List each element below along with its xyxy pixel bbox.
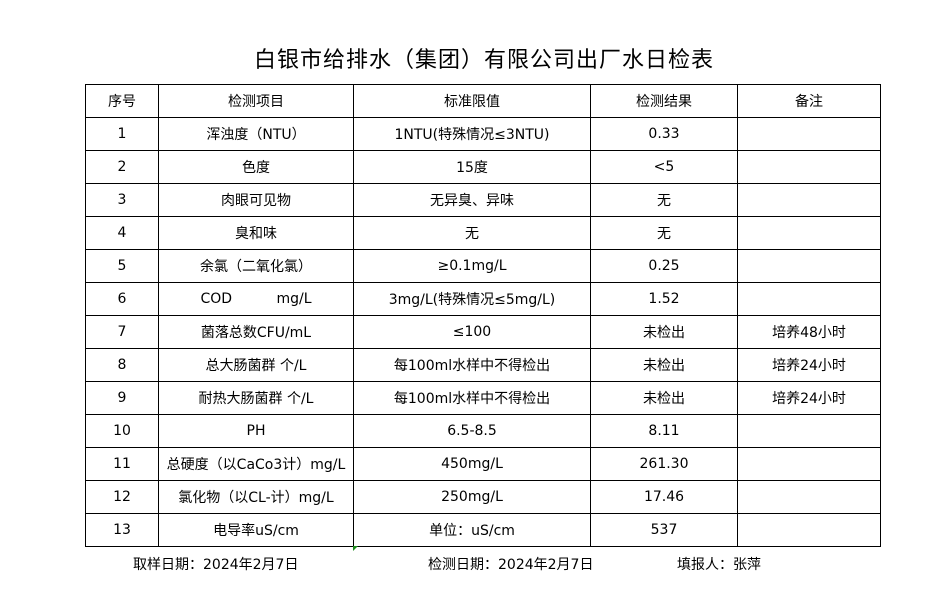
table-row: 2 色度 15度 <5 — [85, 150, 881, 184]
table-cell — [737, 513, 881, 547]
table-cell: 250mg/L — [353, 480, 591, 514]
table-cell: 15度 — [353, 150, 591, 184]
table-cell: 1.52 — [590, 282, 738, 316]
table-cell: 537 — [590, 513, 738, 547]
table-cell — [737, 414, 881, 448]
table-cell: 17.46 — [590, 480, 738, 514]
table-cell — [737, 150, 881, 184]
table-cell: 未检出 — [590, 381, 738, 415]
table-cell: 10 — [85, 414, 159, 448]
table-row: 6 COD mg/L 3mg/L(特殊情况≤5mg/L) 1.52 — [85, 282, 881, 316]
table-cell: 培养24小时 — [737, 348, 881, 382]
table-cell — [737, 183, 881, 217]
table-cell: 11 — [85, 447, 159, 481]
table-row: 13 电导率uS/cm 单位：uS/cm 537 — [85, 513, 881, 547]
table-cell — [737, 216, 881, 250]
table-cell: 每100ml水样中不得检出 — [353, 381, 591, 415]
header-cell: 标准限值 — [353, 84, 591, 118]
table-row: 10 PH 6.5-8.5 8.11 — [85, 414, 881, 448]
table-cell: 余氯（二氧化氯） — [158, 249, 354, 283]
test-date: 检测日期：2024年2月7日 — [428, 557, 594, 573]
table-row: 8 总大肠菌群 个/L 每100ml水样中不得检出 未检出 培养24小时 — [85, 348, 881, 382]
table-cell — [737, 282, 881, 316]
table-cell: 7 — [85, 315, 159, 349]
header-cell: 备注 — [737, 84, 881, 118]
table-cell: 450mg/L — [353, 447, 591, 481]
table-row: 4 臭和味无无 — [85, 216, 881, 250]
table-cell: 4 — [85, 216, 159, 250]
header-row: 序号 检测项目 标准限值 检测结果 备注 — [85, 84, 881, 118]
table-cell — [737, 117, 881, 151]
table-cell: 3mg/L(特殊情况≤5mg/L) — [353, 282, 591, 316]
sample-date: 取样日期：2024年2月7日 — [133, 557, 299, 573]
table-cell: PH — [158, 414, 354, 448]
table-cell: 电导率uS/cm — [158, 513, 354, 547]
table-cell: 培养24小时 — [737, 381, 881, 415]
table-row: 1 浑浊度（NTU） 1NTU(特殊情况≤3NTU) 0.33 — [85, 117, 881, 151]
table-cell: 耐热大肠菌群 个/L — [158, 381, 354, 415]
header-cell: 检测项目 — [158, 84, 354, 118]
table-cell: 色度 — [158, 150, 354, 184]
table-cell: 261.30 — [590, 447, 738, 481]
table-cell: 浑浊度（NTU） — [158, 117, 354, 151]
table-cell: 5 — [85, 249, 159, 283]
table-cell: 培养48小时 — [737, 315, 881, 349]
cell-comment-marker — [353, 546, 358, 551]
table-cell: 无 — [590, 216, 738, 250]
table-cell: 未检出 — [590, 348, 738, 382]
table-cell: 菌落总数CFU/mL — [158, 315, 354, 349]
table-cell: 6 — [85, 282, 159, 316]
table-cell: 1 — [85, 117, 159, 151]
table-cell — [737, 480, 881, 514]
table-cell — [737, 447, 881, 481]
table-cell: <5 — [590, 150, 738, 184]
table-cell: 1NTU(特殊情况≤3NTU) — [353, 117, 591, 151]
table-cell: 臭和味 — [158, 216, 354, 250]
table-cell: 无 — [353, 216, 591, 250]
table-cell: 无异臭、异味 — [353, 183, 591, 217]
table-cell: 2 — [85, 150, 159, 184]
table-cell: 无 — [590, 183, 738, 217]
header-cell: 检测结果 — [590, 84, 738, 118]
reporter: 填报人：张萍 — [677, 557, 761, 573]
table-cell: 9 — [85, 381, 159, 415]
table-row: 7 菌落总数CFU/mL ≤100 未检出 培养48小时 — [85, 315, 881, 349]
table-row: 11 总硬度（以CaCo3计）mg/L 450mg/L 261.30 — [85, 447, 881, 481]
table-row: 12 氯化物（以CL-计）mg/L 250mg/L 17.46 — [85, 480, 881, 514]
table-cell: 3 — [85, 183, 159, 217]
table-cell: 肉眼可见物 — [158, 183, 354, 217]
table-cell: 8.11 — [590, 414, 738, 448]
table-row: 9 耐热大肠菌群 个/L 每100ml水样中不得检出 未检出 培养24小时 — [85, 381, 881, 415]
table-cell: 13 — [85, 513, 159, 547]
table-cell: 8 — [85, 348, 159, 382]
table-cell — [737, 249, 881, 283]
table-cell: ≤100 — [353, 315, 591, 349]
table-cell: 总硬度（以CaCo3计）mg/L — [158, 447, 354, 481]
table-cell: COD mg/L — [158, 282, 354, 316]
header-cell: 序号 — [85, 84, 159, 118]
table-row: 5 余氯（二氧化氯） ≥0.1mg/L 0.25 — [85, 249, 881, 283]
table-cell: 每100ml水样中不得检出 — [353, 348, 591, 382]
table-cell: 6.5-8.5 — [353, 414, 591, 448]
table-row: 3 肉眼可见物 无异臭、异味无 — [85, 183, 881, 217]
table-cell: 氯化物（以CL-计）mg/L — [158, 480, 354, 514]
table-cell: ≥0.1mg/L — [353, 249, 591, 283]
table-cell: 12 — [85, 480, 159, 514]
page-title: 白银市给排水（集团）有限公司出厂水日检表 — [253, 48, 714, 73]
table-cell: 总大肠菌群 个/L — [158, 348, 354, 382]
table-cell: 单位：uS/cm — [353, 513, 591, 547]
table-cell: 未检出 — [590, 315, 738, 349]
table-cell: 0.25 — [590, 249, 738, 283]
table-cell: 0.33 — [590, 117, 738, 151]
inspection-table: 序号 检测项目 标准限值 检测结果 备注 1 浑浊度（NTU） 1NTU(特殊情况≤… — [85, 84, 881, 547]
